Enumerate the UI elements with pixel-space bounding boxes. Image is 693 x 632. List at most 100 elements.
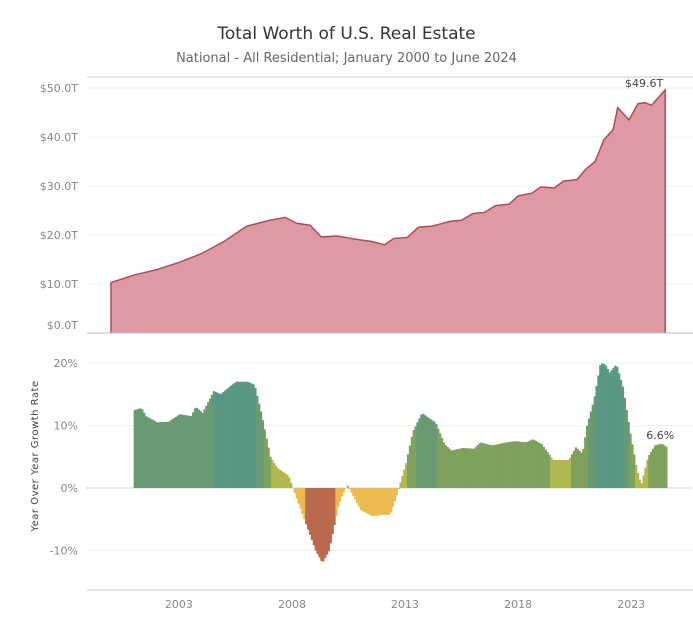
- growth-bar: [455, 449, 459, 488]
- growth-bar: [307, 488, 310, 530]
- growth-bar: [463, 448, 466, 488]
- growth-bar: [410, 436, 413, 488]
- growth-bar: [614, 365, 617, 488]
- growth-bar: [399, 482, 402, 488]
- growth-bar: [380, 488, 383, 516]
- growth-bar: [593, 396, 596, 488]
- growth-bar: [388, 488, 391, 515]
- growth-bar: [618, 373, 621, 488]
- y-tick-label: 10%: [54, 420, 78, 433]
- growth-bar: [521, 442, 525, 488]
- growth-bar: [227, 387, 231, 488]
- growth-bar: [267, 447, 270, 488]
- growth-bar: [403, 469, 406, 488]
- growth-bar: [625, 409, 628, 488]
- growth-bar: [246, 381, 250, 488]
- growth-bar: [542, 446, 545, 488]
- growth-bar: [256, 395, 259, 488]
- growth-bar: [438, 433, 442, 488]
- growth-bar: [265, 438, 268, 488]
- growth-bar: [333, 488, 336, 525]
- growth-bar: [601, 363, 604, 488]
- growth-bar: [135, 409, 138, 488]
- growth-bar: [412, 430, 415, 488]
- growth-bar: [209, 398, 212, 488]
- growth-bar: [190, 416, 193, 488]
- growth-bar: [389, 488, 393, 513]
- growth-bar: [171, 419, 174, 488]
- growth-bar: [288, 477, 291, 488]
- growth-bar: [423, 415, 427, 488]
- growth-bar: [154, 421, 157, 488]
- growth-bar: [241, 381, 244, 488]
- growth-bar: [391, 488, 395, 507]
- growth-bar: [616, 366, 619, 488]
- growth-bar: [555, 459, 559, 488]
- growth-bar: [570, 454, 574, 488]
- growth-bar: [376, 488, 380, 516]
- growth-bar: [508, 441, 512, 488]
- growth-bar: [316, 488, 319, 554]
- growth-bar: [169, 420, 172, 488]
- growth-bar: [561, 459, 564, 488]
- growth-bar: [537, 442, 540, 488]
- growth-bar: [322, 488, 325, 562]
- growth-bar: [363, 488, 366, 512]
- growth-bar: [454, 449, 457, 488]
- growth-bar: [516, 441, 519, 488]
- growth-bar: [529, 440, 532, 488]
- growth-bar: [373, 488, 376, 516]
- growth-bar: [397, 488, 400, 490]
- growth-bar: [231, 384, 234, 488]
- growth-bar: [612, 367, 615, 488]
- growth-bar: [176, 415, 180, 488]
- growth-bar: [271, 459, 274, 488]
- growth-bar: [482, 443, 485, 488]
- growth-bar: [629, 433, 632, 488]
- growth-bar: [418, 418, 421, 488]
- growth-bar: [274, 466, 278, 488]
- growth-bar: [499, 443, 502, 488]
- growth-bar: [503, 442, 506, 488]
- growth-bar: [293, 488, 297, 494]
- y-tick-label: 20%: [54, 357, 78, 370]
- growth-bar: [356, 488, 359, 503]
- growth-bar: [506, 442, 510, 488]
- growth-bar: [218, 393, 221, 488]
- growth-bar: [308, 488, 312, 535]
- growth-bar: [610, 370, 613, 488]
- growth-bar: [446, 447, 449, 488]
- growth-bar: [335, 488, 338, 516]
- growth-bar: [467, 448, 470, 488]
- x-tick-label: 2003: [165, 598, 193, 611]
- growth-bar: [207, 402, 210, 488]
- growth-bar: [578, 450, 581, 488]
- growth-bar: [523, 442, 527, 488]
- growth-bar: [582, 448, 585, 488]
- growth-bar: [395, 488, 398, 496]
- growth-bar: [651, 448, 655, 488]
- x-tick-label: 2018: [504, 598, 532, 611]
- growth-bar: [489, 445, 493, 488]
- growth-bar: [258, 403, 261, 488]
- growth-bar: [510, 441, 513, 488]
- growth-bar: [655, 444, 659, 488]
- growth-bar: [653, 445, 657, 488]
- growth-bar: [250, 383, 253, 488]
- growth-bar: [278, 469, 282, 488]
- growth-bar: [180, 414, 184, 488]
- growth-bar: [295, 488, 299, 499]
- growth-bar: [591, 404, 594, 488]
- growth-bar: [584, 437, 587, 488]
- growth-bar: [393, 488, 397, 502]
- growth-bar: [484, 443, 487, 488]
- growth-bar: [188, 415, 191, 488]
- growth-bar: [437, 428, 440, 488]
- y-tick-label: $20.0T: [40, 229, 78, 242]
- growth-bar: [273, 463, 276, 488]
- growth-bar: [635, 465, 638, 488]
- growth-bar: [297, 488, 300, 504]
- growth-bar: [242, 381, 246, 488]
- growth-bar: [299, 488, 302, 509]
